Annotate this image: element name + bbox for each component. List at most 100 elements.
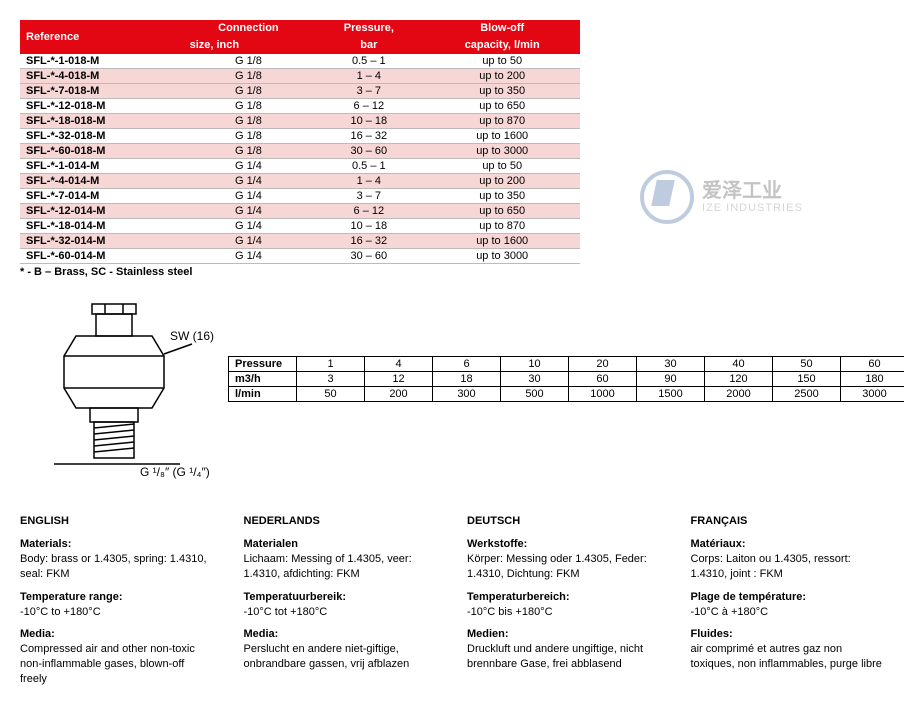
table-row: SFL-*-18-014-MG 1/410 – 18up to 870 xyxy=(20,219,580,234)
table-row: SFL-*-60-018-MG 1/830 – 60up to 3000 xyxy=(20,144,580,159)
lang-fr-mat: Corps: Laiton ou 1.4305, ressort: 1.4310… xyxy=(691,552,885,582)
pressure-cell: 500 xyxy=(501,387,569,402)
pressure-cell: 3 xyxy=(297,372,365,387)
pressure-cell: 20 xyxy=(569,357,637,372)
pressure-row-label: Pressure xyxy=(229,357,297,372)
table-row: SFL-*-32-014-MG 1/416 – 32up to 1600 xyxy=(20,234,580,249)
cell-conn: G 1/8 xyxy=(184,114,314,129)
pressure-row-label: l/min xyxy=(229,387,297,402)
cell-conn: G 1/4 xyxy=(184,234,314,249)
valve-diagram: SW (16) G ¹/₈″ (G ¹/₄″) xyxy=(20,296,220,496)
lang-en-title: ENGLISH xyxy=(20,514,214,529)
lang-fr-temp-t: Plage de température: xyxy=(691,590,885,605)
lang-nl-title: NEDERLANDS xyxy=(244,514,438,529)
pressure-cell: 300 xyxy=(433,387,501,402)
lang-fr-temp: -10°C à +180°C xyxy=(691,605,885,620)
table-row: SFL-*-1-014-MG 1/40.5 – 1up to 50 xyxy=(20,159,580,174)
col-blowoff-1: Blow-off xyxy=(424,20,580,37)
cell-conn: G 1/8 xyxy=(184,144,314,159)
cell-conn: G 1/4 xyxy=(184,159,314,174)
table-row: SFL-*-1-018-MG 1/80.5 – 1up to 50 xyxy=(20,54,580,69)
cell-ref: SFL-*-32-018-M xyxy=(20,129,184,144)
cell-blow: up to 650 xyxy=(424,99,580,114)
pressure-cell: 60 xyxy=(569,372,637,387)
lang-nl: NEDERLANDS Materialen Lichaam: Messing o… xyxy=(244,514,438,686)
lang-en-med-t: Media: xyxy=(20,627,214,642)
pressure-cell: 12 xyxy=(365,372,433,387)
cell-press: 3 – 7 xyxy=(313,84,424,99)
cell-press: 10 – 18 xyxy=(313,219,424,234)
lang-de-mat: Körper: Messing oder 1.4305, Feder: 1.43… xyxy=(467,552,661,582)
table-row: SFL-*-4-018-MG 1/81 – 4up to 200 xyxy=(20,69,580,84)
cell-blow: up to 350 xyxy=(424,84,580,99)
pressure-cell: 1500 xyxy=(637,387,705,402)
col-reference: Reference xyxy=(20,20,184,54)
cell-conn: G 1/4 xyxy=(184,189,314,204)
pressure-cell: 30 xyxy=(637,357,705,372)
cell-ref: SFL-*-12-014-M xyxy=(20,204,184,219)
cell-press: 0.5 – 1 xyxy=(313,54,424,69)
col-blowoff-2: capacity, l/min xyxy=(424,37,580,54)
watermark: 爱泽工业 IZE INDUSTRIES xyxy=(640,170,803,224)
col-pressure-1: Pressure, xyxy=(313,20,424,37)
cell-conn: G 1/8 xyxy=(184,84,314,99)
pressure-cell: 40 xyxy=(705,357,773,372)
cell-conn: G 1/8 xyxy=(184,69,314,84)
pressure-cell: 2000 xyxy=(705,387,773,402)
cell-conn: G 1/4 xyxy=(184,219,314,234)
cell-press: 0.5 – 1 xyxy=(313,159,424,174)
cell-blow: up to 200 xyxy=(424,69,580,84)
pressure-cell: 10 xyxy=(501,357,569,372)
cell-blow: up to 870 xyxy=(424,114,580,129)
cell-ref: SFL-*-7-014-M xyxy=(20,189,184,204)
pressure-cell: 2500 xyxy=(773,387,841,402)
footnote: * - B – Brass, SC - Stainless steel xyxy=(20,266,884,278)
pressure-cell: 60 xyxy=(841,357,904,372)
cell-blow: up to 3000 xyxy=(424,249,580,264)
pressure-cell: 150 xyxy=(773,372,841,387)
lang-nl-mat-t: Materialen xyxy=(244,537,438,552)
cell-conn: G 1/8 xyxy=(184,54,314,69)
cell-ref: SFL-*-60-018-M xyxy=(20,144,184,159)
cell-press: 30 – 60 xyxy=(313,144,424,159)
cell-conn: G 1/4 xyxy=(184,204,314,219)
reference-table-body: SFL-*-1-018-MG 1/80.5 – 1up to 50SFL-*-4… xyxy=(20,54,580,264)
pressure-cell: 180 xyxy=(841,372,904,387)
diagram-sw-label: SW (16) xyxy=(170,329,214,343)
lang-nl-mat: Lichaam: Messing of 1.4305, veer: 1.4310… xyxy=(244,552,438,582)
cell-conn: G 1/4 xyxy=(184,249,314,264)
lang-en-temp-t: Temperature range: xyxy=(20,590,214,605)
lang-de-mat-t: Werkstoffe: xyxy=(467,537,661,552)
lang-en-mat-t: Materials: xyxy=(20,537,214,552)
table-row: SFL-*-18-018-MG 1/810 – 18up to 870 xyxy=(20,114,580,129)
cell-blow: up to 50 xyxy=(424,54,580,69)
pressure-cell: 4 xyxy=(365,357,433,372)
table-row: SFL-*-12-018-MG 1/86 – 12up to 650 xyxy=(20,99,580,114)
col-connection-1: Connection xyxy=(184,20,314,37)
col-pressure-2: bar xyxy=(313,37,424,54)
lang-de-temp: -10°C bis +180°C xyxy=(467,605,661,620)
pressure-cell: 1000 xyxy=(569,387,637,402)
watermark-en: IZE INDUSTRIES xyxy=(702,202,803,214)
table-row: SFL-*-32-018-MG 1/816 – 32up to 1600 xyxy=(20,129,580,144)
pressure-row: Pressure146102030405060 xyxy=(229,357,904,372)
lang-en-mat: Body: brass or 1.4305, spring: 1.4310, s… xyxy=(20,552,214,582)
cell-press: 3 – 7 xyxy=(313,189,424,204)
cell-press: 10 – 18 xyxy=(313,114,424,129)
cell-press: 1 – 4 xyxy=(313,69,424,84)
cell-blow: up to 50 xyxy=(424,159,580,174)
cell-blow: up to 1600 xyxy=(424,129,580,144)
lang-de-temp-t: Temperaturbereich: xyxy=(467,590,661,605)
cell-conn: G 1/4 xyxy=(184,174,314,189)
cell-ref: SFL-*-18-018-M xyxy=(20,114,184,129)
lang-de-title: DEUTSCH xyxy=(467,514,661,529)
pressure-table-body: Pressure146102030405060m3/h3121830609012… xyxy=(229,357,904,402)
lang-nl-med-t: Media: xyxy=(244,627,438,642)
lang-fr-title: FRANÇAIS xyxy=(691,514,885,529)
cell-press: 16 – 32 xyxy=(313,129,424,144)
lang-en-med: Compressed air and other non-toxic non-i… xyxy=(20,642,214,687)
table-row: SFL-*-7-014-MG 1/43 – 7up to 350 xyxy=(20,189,580,204)
cell-ref: SFL-*-4-018-M xyxy=(20,69,184,84)
reference-table: Reference Connection Pressure, Blow-off … xyxy=(20,20,580,264)
pressure-cell: 1 xyxy=(297,357,365,372)
